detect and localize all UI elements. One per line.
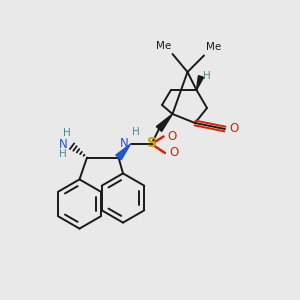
Text: O: O xyxy=(169,146,178,160)
Text: N: N xyxy=(59,137,68,151)
Text: H: H xyxy=(202,70,210,81)
Text: N: N xyxy=(120,136,129,150)
Polygon shape xyxy=(196,76,204,90)
Text: H: H xyxy=(63,128,70,138)
Text: O: O xyxy=(229,122,238,135)
Text: O: O xyxy=(167,130,177,143)
Polygon shape xyxy=(156,114,172,131)
Text: H: H xyxy=(58,149,66,159)
Text: Me: Me xyxy=(156,41,171,51)
Polygon shape xyxy=(116,144,130,160)
Text: H: H xyxy=(132,127,140,137)
Text: Me: Me xyxy=(206,43,221,52)
Text: S: S xyxy=(146,136,157,150)
